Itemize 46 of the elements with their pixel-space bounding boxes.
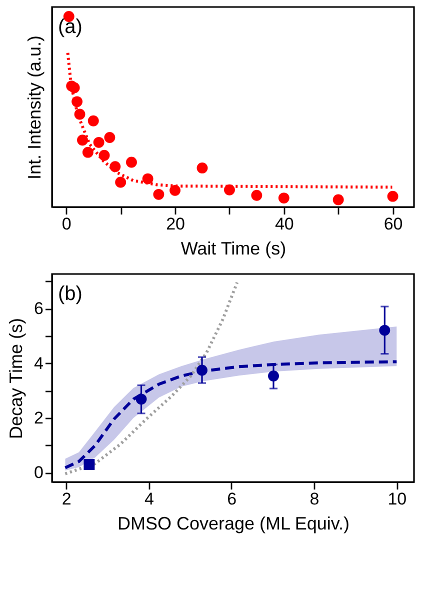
- x-tick-label: 10: [388, 490, 407, 508]
- point: [268, 370, 279, 382]
- x-tick-label: 60: [384, 214, 403, 234]
- point: [72, 96, 83, 108]
- x-tick-label: 4: [144, 490, 154, 508]
- point: [196, 162, 208, 174]
- point: [110, 161, 121, 172]
- point: [142, 173, 154, 184]
- y-tick-label: 4: [34, 354, 44, 373]
- x-tick-label: 2: [62, 490, 72, 508]
- point: [332, 194, 344, 206]
- x-axis-title: DMSO Coverage (ML Equiv.): [117, 514, 350, 534]
- point: [68, 82, 80, 94]
- point: [98, 150, 110, 161]
- point: [84, 459, 95, 470]
- y-axis-title: Int. Intensity (a.u.): [24, 35, 44, 180]
- x-tick-label: 0: [62, 214, 72, 234]
- point: [387, 190, 398, 202]
- line-series: [64, 360, 398, 470]
- point: [88, 115, 99, 126]
- y-axis-title: Decay Time (s): [6, 318, 26, 440]
- point: [136, 394, 147, 405]
- point: [170, 184, 181, 196]
- annotation: (a): [58, 16, 82, 38]
- point: [77, 134, 88, 146]
- x-tick-label: 20: [166, 214, 185, 234]
- x-axis-title: Wait Time (s): [180, 238, 286, 258]
- point: [153, 188, 164, 200]
- x-tick-label: 8: [310, 490, 320, 508]
- point: [196, 364, 208, 376]
- point: [126, 156, 137, 168]
- point: [379, 324, 390, 336]
- point: [74, 108, 86, 120]
- x-tick-label: 6: [227, 490, 237, 508]
- point: [278, 192, 290, 204]
- y-tick-label: 6: [34, 299, 44, 318]
- point: [82, 146, 94, 158]
- y-tick-label: 0: [34, 463, 44, 482]
- point: [224, 184, 235, 196]
- point: [115, 176, 126, 188]
- point: [104, 132, 116, 143]
- point: [251, 190, 262, 201]
- point: [93, 136, 104, 148]
- x-tick-label: 40: [274, 214, 294, 234]
- annotation: (b): [58, 283, 82, 305]
- y-tick-label: 2: [34, 408, 44, 428]
